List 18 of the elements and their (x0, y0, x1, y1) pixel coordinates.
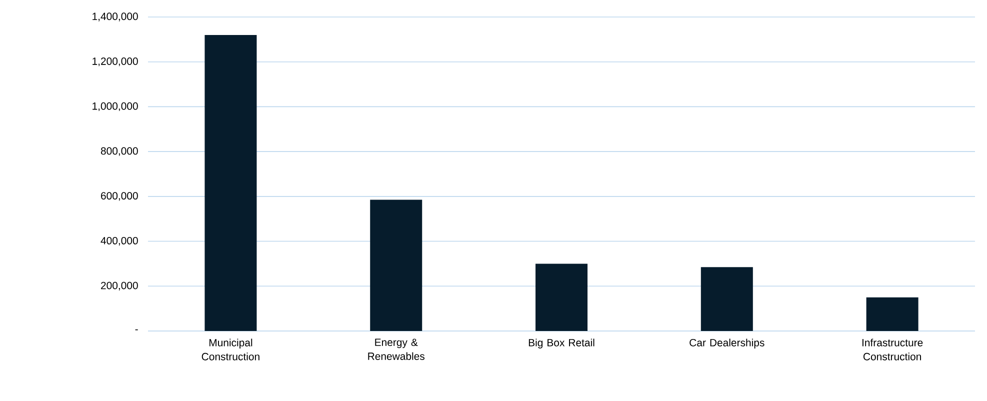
y-tick-label: 1,400,000 (92, 12, 138, 22)
bar (370, 200, 422, 331)
x-tick-label: Municipal Construction (202, 338, 260, 360)
x-tick-label: Infrastructure Construction (862, 338, 923, 360)
x-tick-label: Energy & Renewables (368, 338, 424, 360)
bar (700, 267, 753, 331)
y-tick-label: 400,000 (100, 236, 138, 246)
x-tick-label: Car Dealerships (690, 338, 764, 348)
y-tick-label: 600,000 (101, 192, 138, 201)
y-tick-label: 800,000 (100, 147, 138, 156)
bar (536, 264, 588, 331)
y-tick-label: 200,000 (101, 282, 138, 290)
bar (866, 297, 918, 331)
y-tick-label: 1,200,000 (92, 58, 138, 66)
y-tick-label: - (135, 329, 138, 330)
bar (204, 34, 257, 331)
x-tick-label: Big Box Retail (528, 338, 594, 348)
y-tick-label: 1,000,000 (92, 102, 138, 112)
